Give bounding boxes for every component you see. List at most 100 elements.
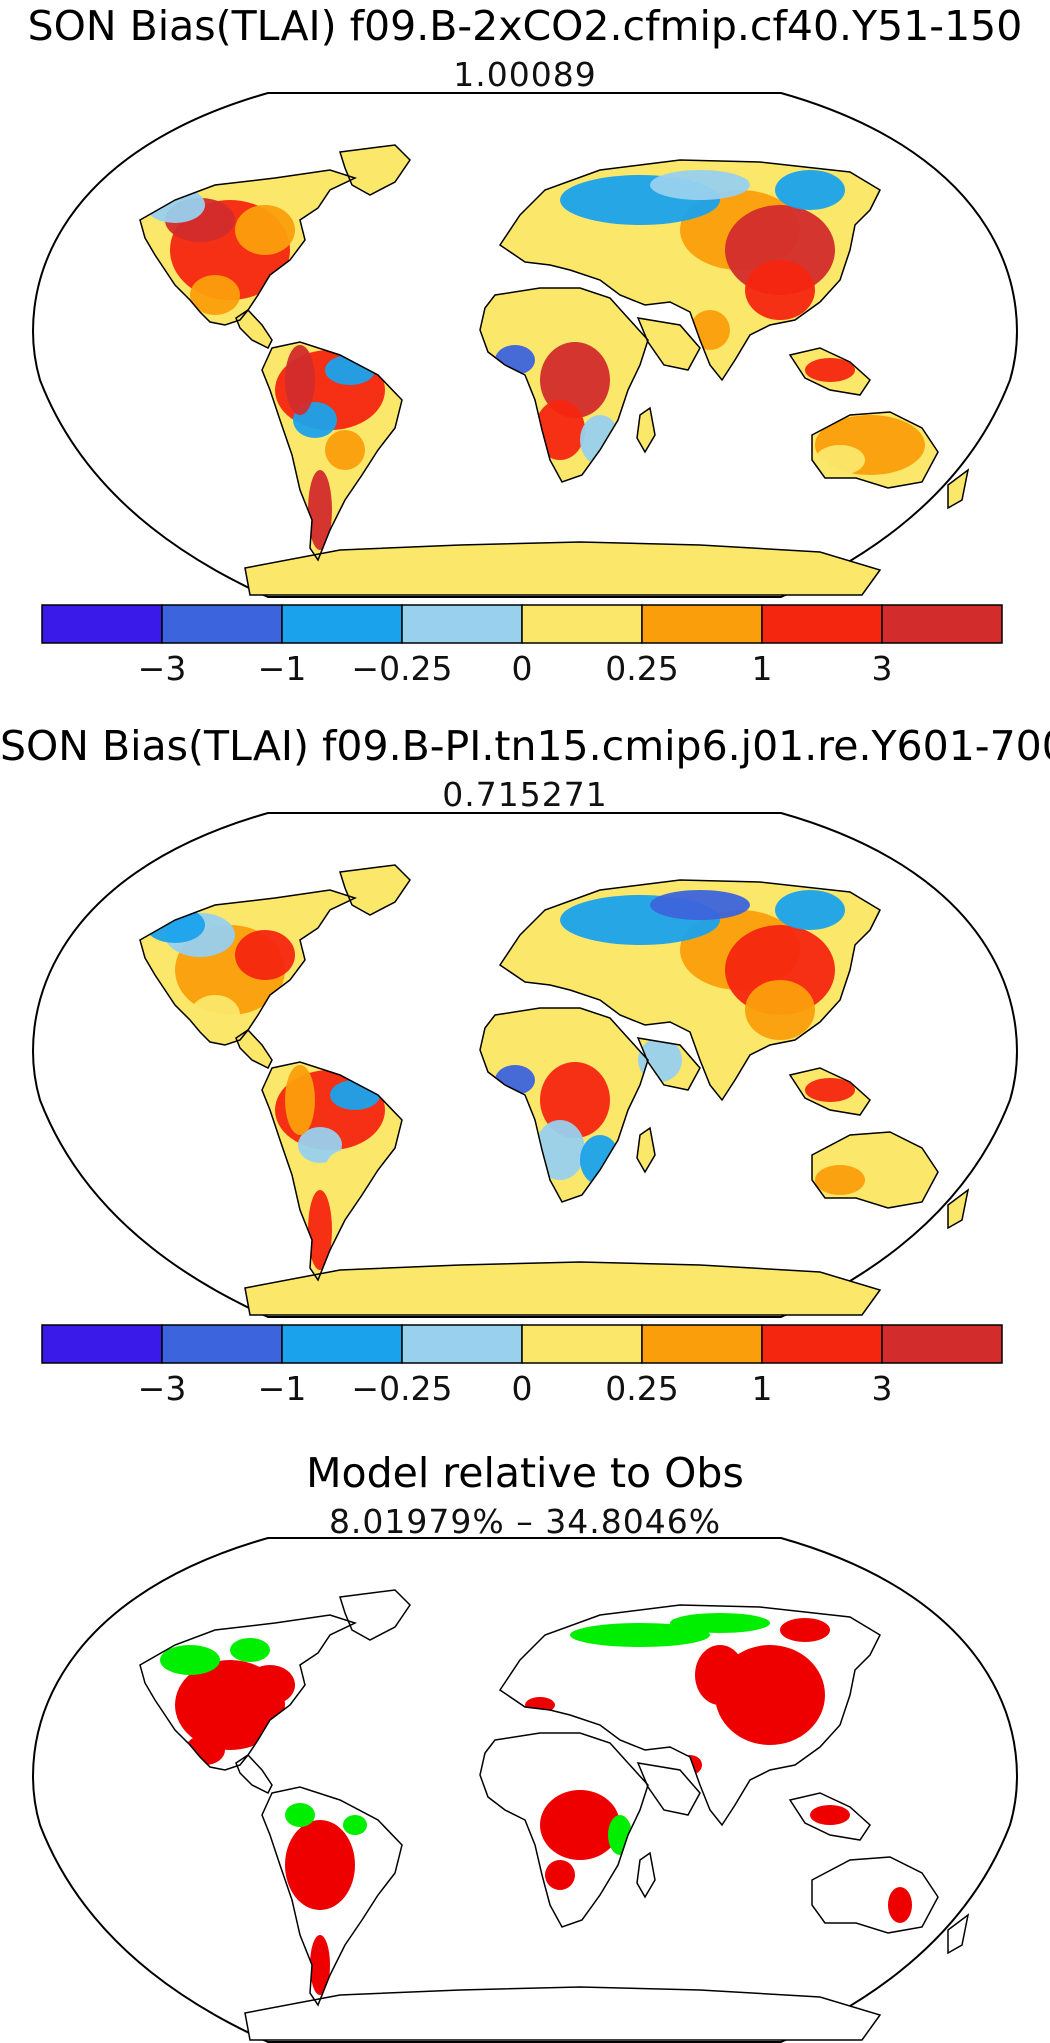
- coastline-south-america: [261, 1061, 403, 1282]
- coastline-australia: [811, 411, 939, 489]
- worse-region: [245, 1665, 295, 1705]
- bias-region: [235, 205, 295, 255]
- colorbar-swatch-2: [281, 1324, 403, 1364]
- coastline-antarctica: [244, 541, 882, 596]
- colorbar-swatch-1: [161, 604, 283, 644]
- colorbar-tick-label: 0.25: [605, 1369, 678, 1408]
- coastline-europe-asia: [498, 1604, 881, 1827]
- coastline-arabia: [636, 1037, 701, 1091]
- colorbar-tick-label: −1: [258, 649, 307, 688]
- worse-region: [540, 1790, 620, 1860]
- colorbar-tick-label: −0.25: [351, 649, 452, 688]
- bias-region: [235, 930, 295, 980]
- bias-region: [805, 358, 855, 382]
- coastline-new-zealand: [947, 468, 970, 510]
- worse-region: [810, 1805, 850, 1825]
- bias-region: [500, 285, 620, 325]
- bias-region: [190, 275, 240, 315]
- bias-region: [535, 1120, 585, 1180]
- colorbar-tick-label: 3: [872, 649, 893, 688]
- better-region: [343, 1815, 367, 1835]
- better-region: [285, 1803, 315, 1827]
- coastline-central-america: [235, 1754, 273, 1795]
- coastline-australia: [811, 1856, 939, 1934]
- coastline-greenland: [339, 864, 411, 916]
- bias-region: [325, 1150, 365, 1190]
- panel1-subtitle: 1.00089: [453, 55, 597, 94]
- bias-region: [325, 430, 365, 470]
- colorbar-tick-label: 1: [752, 649, 773, 688]
- colorbar-tick-label: 1: [752, 1369, 773, 1408]
- coastline-africa: [479, 287, 649, 483]
- colorbar-swatch-5: [641, 604, 763, 644]
- bias-region: [650, 170, 750, 200]
- bias-region: [775, 890, 845, 930]
- worse-region: [285, 1820, 355, 1910]
- bias-region: [190, 995, 240, 1035]
- colorbar-swatch-6: [761, 604, 883, 644]
- coastline-africa: [479, 1007, 649, 1203]
- worse-region: [545, 1860, 575, 1890]
- bias-region: [500, 1005, 620, 1045]
- colorbar-tick-label: −1: [258, 1369, 307, 1408]
- bias-region: [308, 1190, 332, 1270]
- colorbar-tick-label: 3: [872, 1369, 893, 1408]
- colorbar-tick-label: 0.25: [605, 649, 678, 688]
- colorbar-tick-label: 0: [512, 1369, 533, 1408]
- bias-region: [650, 890, 750, 920]
- bias-region: [540, 342, 610, 418]
- coastline-north-america: [139, 1614, 358, 1771]
- coastline-southeast-asia: [788, 1067, 871, 1116]
- panel3-map: [32, 1537, 1018, 2043]
- coastline-arabia: [636, 1762, 701, 1816]
- coastline-central-america: [235, 309, 273, 350]
- coastline-australia: [811, 1131, 939, 1209]
- bias-region: [805, 1078, 855, 1102]
- bias-region: [285, 345, 315, 415]
- bias-region: [298, 1127, 342, 1163]
- panel1-map: [32, 92, 1018, 598]
- colorbar-swatch-4: [521, 604, 643, 644]
- coastline-new-zealand: [947, 1913, 970, 1955]
- coastline-greenland: [339, 144, 411, 196]
- colorbar-tick-label: −3: [138, 649, 187, 688]
- coastline-madagascar: [636, 406, 656, 454]
- bias-region: [308, 470, 332, 550]
- coastline-greenland: [339, 1589, 411, 1641]
- bias-region: [745, 980, 815, 1040]
- coastline-antarctica: [244, 1986, 882, 2041]
- worse-region: [888, 1887, 912, 1923]
- better-region: [670, 1613, 770, 1633]
- coastline-north-america: [139, 889, 358, 1046]
- colorbar-swatch-3: [401, 1324, 523, 1364]
- coastline-central-america: [235, 1029, 273, 1070]
- coastline-europe-asia: [498, 879, 881, 1102]
- colorbar-swatch-7: [881, 1324, 1003, 1364]
- colorbar-swatch-5: [641, 1324, 763, 1364]
- bias-region: [285, 1065, 315, 1135]
- coastline-north-america: [139, 169, 358, 326]
- panel2-map: [32, 812, 1018, 1318]
- coastline-madagascar: [636, 1851, 656, 1899]
- colorbar-swatch-2: [281, 604, 403, 644]
- better-region: [570, 1623, 710, 1647]
- coastline-europe-asia: [498, 159, 881, 382]
- bias-region: [815, 445, 865, 475]
- bias-region: [775, 170, 845, 210]
- worse-region: [695, 1645, 745, 1705]
- coastline-antarctica: [244, 1261, 882, 1316]
- panel3-title: Model relative to Obs: [306, 1449, 744, 1497]
- coastline-southeast-asia: [788, 1792, 871, 1841]
- panel2-subtitle: 0.715271: [442, 775, 608, 814]
- colorbar-swatch-3: [401, 604, 523, 644]
- colorbar-swatch-7: [881, 604, 1003, 644]
- bias-region: [540, 1062, 610, 1138]
- coastline-new-zealand: [947, 1188, 970, 1230]
- colorbar-swatch-4: [521, 1324, 643, 1364]
- colorbar-tick-label: −0.25: [351, 1369, 452, 1408]
- coastline-africa: [479, 1732, 649, 1928]
- better-region: [160, 1645, 220, 1675]
- worse-region: [310, 1935, 330, 1995]
- coastline-south-america: [261, 1786, 403, 2007]
- worse-region: [780, 1618, 830, 1642]
